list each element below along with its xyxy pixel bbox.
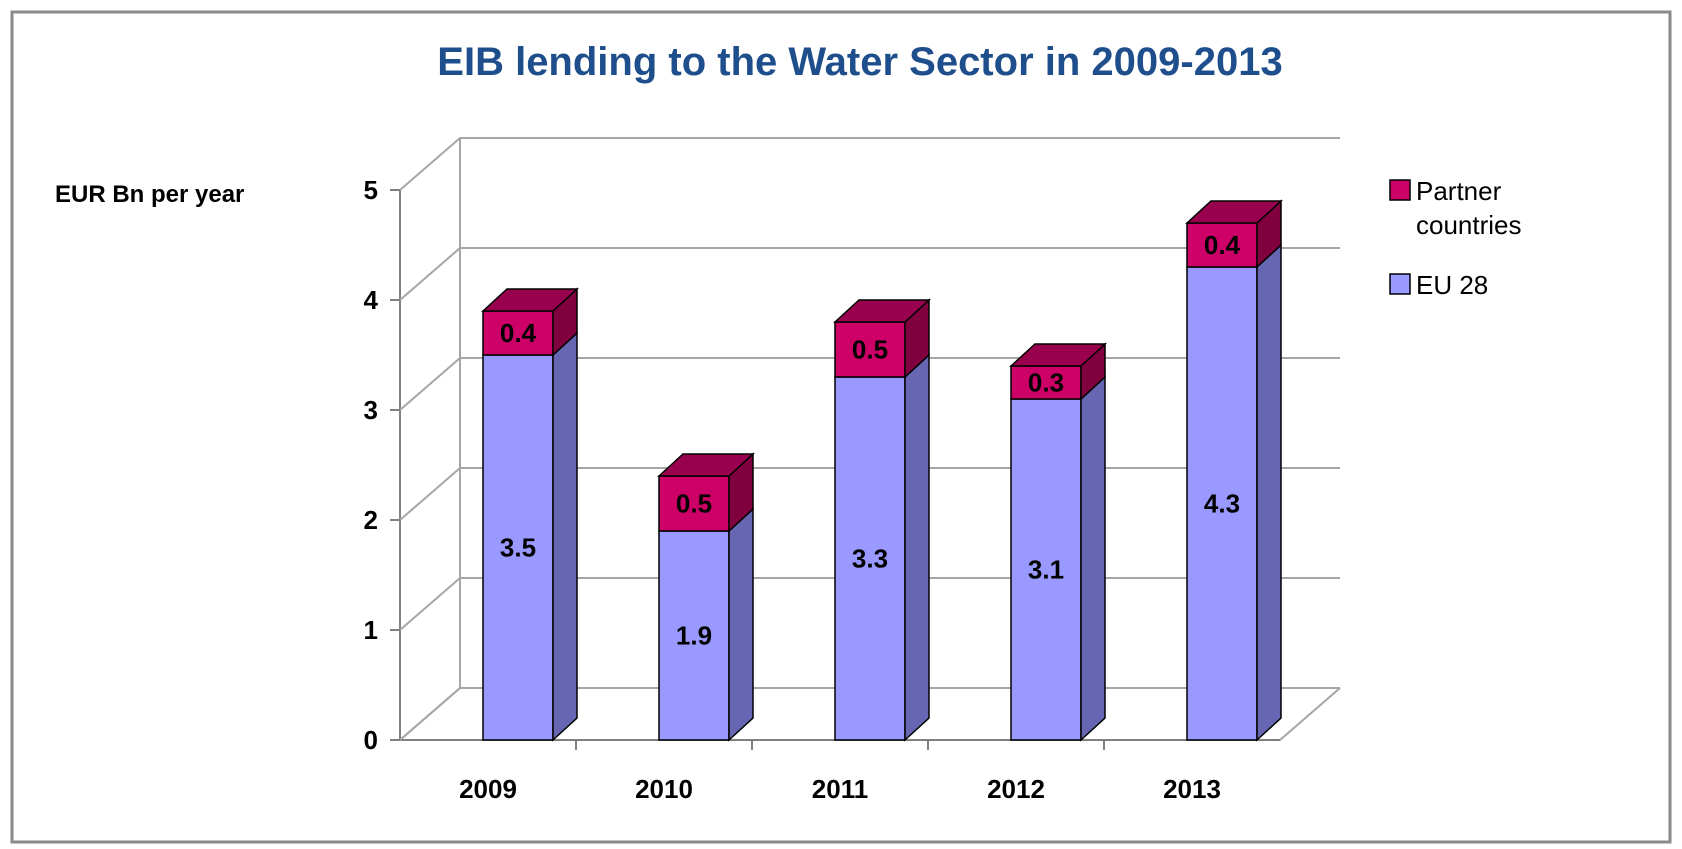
- legend-label: countries: [1416, 210, 1522, 240]
- bar-top: [657, 453, 755, 477]
- chart-border: [10, 10, 1672, 844]
- x-tick-label: 2011: [812, 774, 868, 804]
- bar-top: [1009, 343, 1107, 367]
- data-label: 0.5: [676, 489, 712, 519]
- legend-label: Partner: [1416, 176, 1502, 206]
- legend-label: EU 28: [1416, 270, 1488, 300]
- data-labels: 3.5 0.4 1.9 0.5 3.3 0.5 3.1 0.3 4.3 0.4: [500, 230, 1241, 651]
- bar-top: [481, 288, 579, 312]
- data-label: 3.1: [1028, 555, 1064, 585]
- y-axis-label: EUR Bn per year: [55, 181, 244, 208]
- legend: Partner countries EU 28: [1389, 176, 1522, 300]
- bar-segment: [1185, 199, 1283, 269]
- bar-front: [1186, 222, 1258, 268]
- y-tick-label: 5: [364, 175, 378, 205]
- y-axis-ticks: 0 1 2 3 4 5: [364, 175, 379, 755]
- bar-segment: [833, 298, 931, 379]
- chart-title: EIB lending to the Water Sector in 2009-…: [437, 40, 1282, 84]
- bar-front: [482, 310, 554, 356]
- bar-side: [728, 507, 754, 742]
- bar-segment: [834, 353, 930, 742]
- data-label: 0.4: [1204, 230, 1241, 260]
- legend-item: Partner countries: [1389, 176, 1522, 240]
- y-tick-label: 2: [364, 505, 378, 535]
- legend-swatch: [1389, 179, 1411, 201]
- x-tick-label: 2010: [635, 774, 693, 804]
- data-label: 0.3: [1028, 368, 1064, 398]
- bar-side: [904, 353, 930, 742]
- x-axis-ticks: 2009 2010 2011 2012 2013: [459, 740, 1221, 804]
- data-label: 1.9: [676, 621, 712, 651]
- bar-side: [552, 331, 578, 742]
- gridline: [399, 247, 1340, 301]
- legend-swatch: [1389, 273, 1411, 295]
- bar-side: [1256, 243, 1282, 742]
- bar-top: [833, 299, 931, 323]
- x-tick-label: 2013: [1163, 774, 1221, 804]
- bar-front: [658, 530, 730, 741]
- y-tick-label: 0: [364, 725, 378, 755]
- data-label: 4.3: [1204, 489, 1240, 519]
- bar-segment: [657, 452, 755, 533]
- gridline: [399, 137, 1340, 191]
- bar-stacks: [481, 199, 1283, 742]
- x-tick-label: 2012: [987, 774, 1045, 804]
- bar-top: [1185, 200, 1283, 224]
- x-tick-label: 2009: [459, 774, 517, 804]
- bar-side: [1080, 375, 1106, 742]
- bar-segment: [658, 507, 754, 742]
- data-label: 3.3: [852, 544, 888, 574]
- bar-segment: [481, 287, 579, 357]
- bar-front: [1010, 398, 1082, 741]
- y-tick-label: 1: [364, 615, 378, 645]
- bar-front: [834, 376, 906, 741]
- bar-front: [834, 321, 906, 378]
- y-tick-label: 3: [364, 395, 378, 425]
- y-tick-label: 4: [364, 285, 379, 315]
- data-label: 0.4: [500, 318, 537, 348]
- bar-segment: [1009, 342, 1107, 401]
- data-label: 3.5: [500, 533, 536, 563]
- bar-segment: [1010, 375, 1106, 742]
- bar-front: [1010, 365, 1082, 400]
- data-label: 0.5: [852, 335, 888, 365]
- legend-item: EU 28: [1389, 270, 1488, 300]
